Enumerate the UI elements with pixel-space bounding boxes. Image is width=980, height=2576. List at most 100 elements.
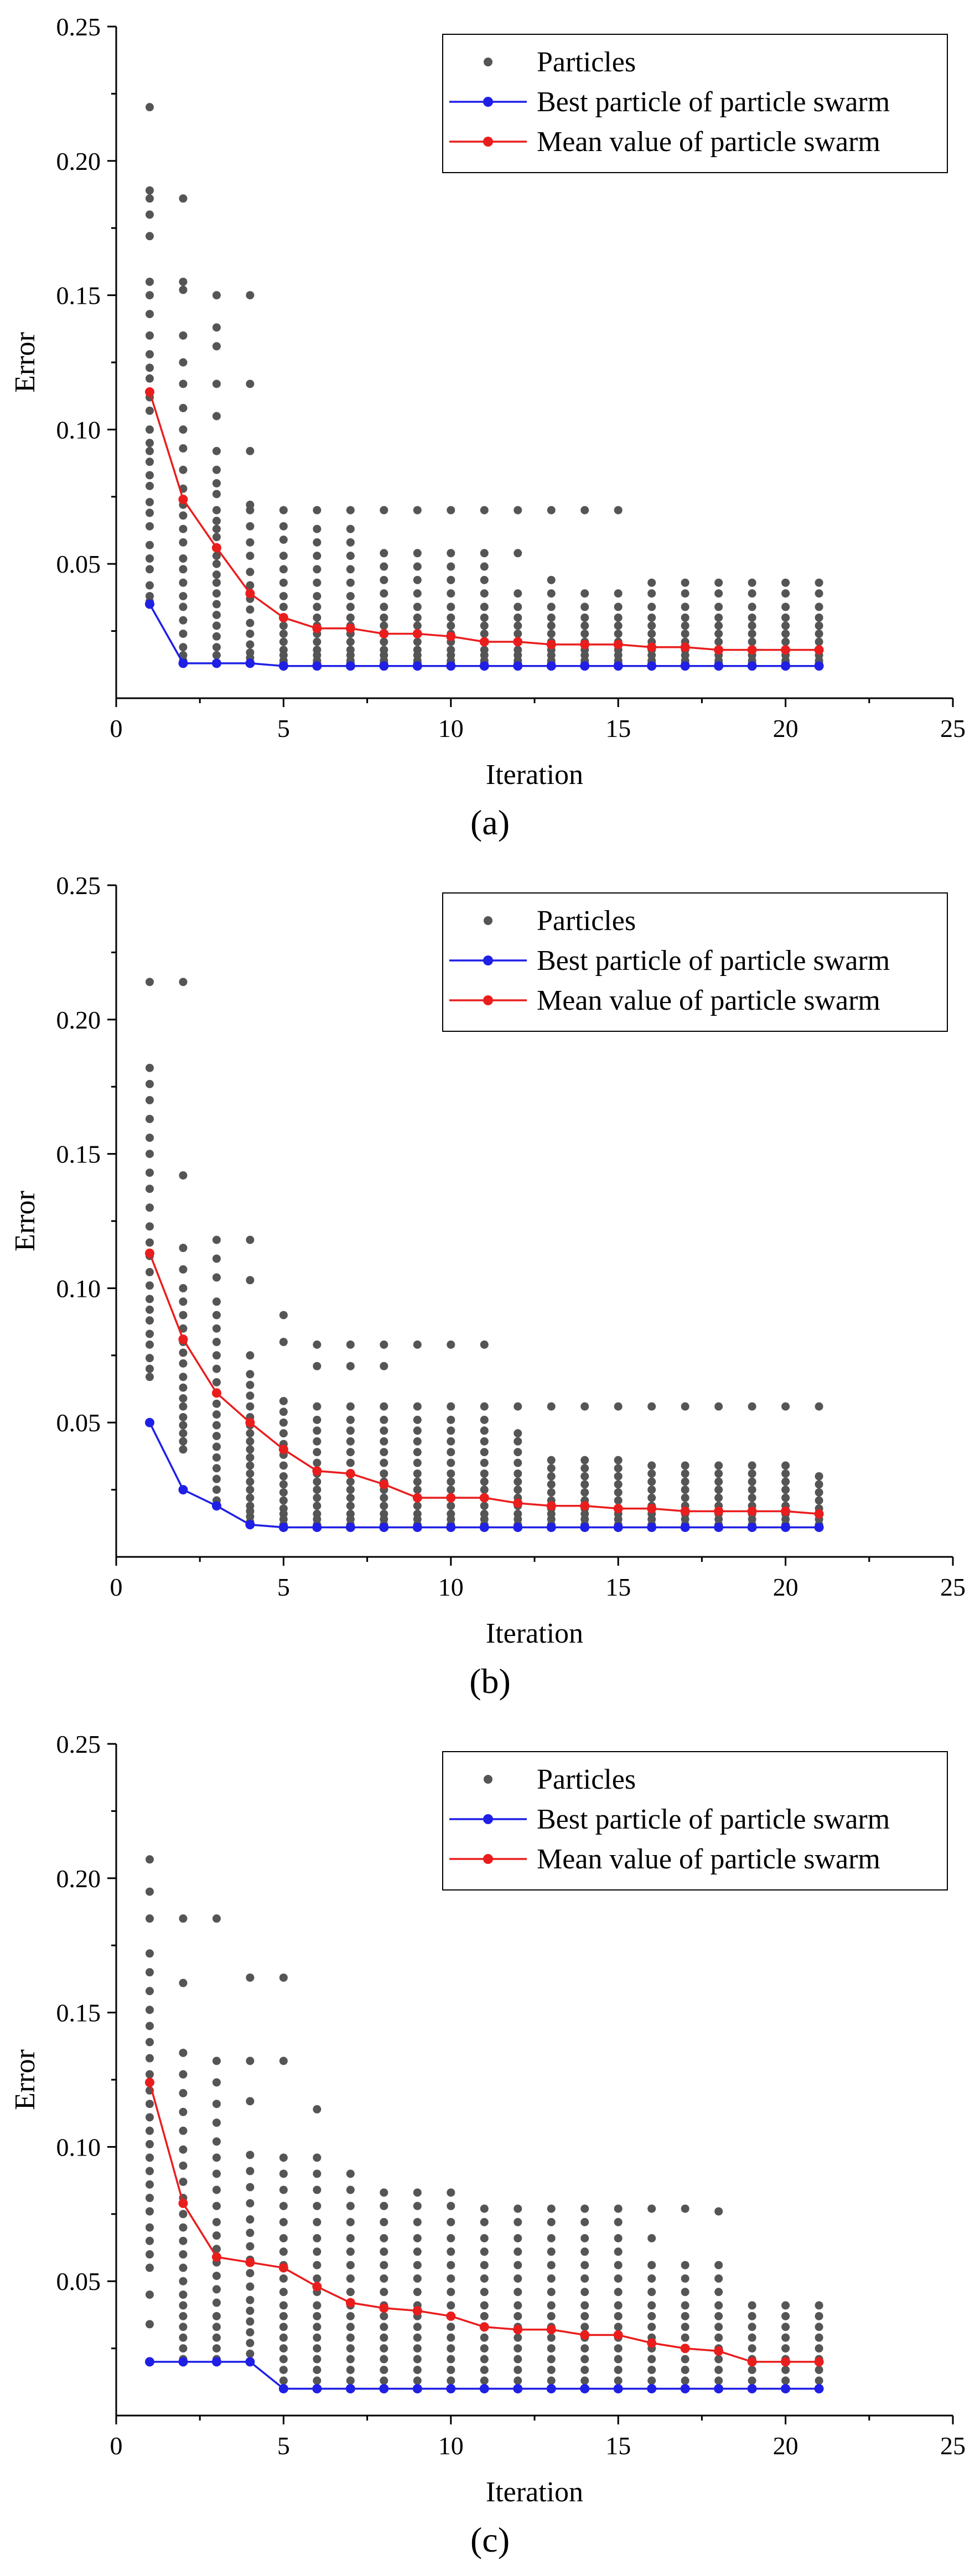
particle-point [647,2261,656,2269]
particle-point [346,2333,355,2342]
x-tick-label: 15 [605,2432,631,2460]
caption-b: (b) [0,1661,980,1702]
particle-point [514,2333,522,2342]
particle-point [179,554,188,563]
particle-point [815,1488,823,1497]
particle-point [681,1469,689,1478]
particle-point [313,1340,322,1349]
particle-point [179,1445,188,1454]
particle-point [179,1171,188,1180]
mean-series-point [245,2257,255,2267]
particle-point [380,1340,388,1349]
particle-point [748,603,756,611]
best-series-point [245,2357,255,2367]
particle-point [212,1914,221,1923]
particle-point [580,2261,589,2269]
particle-point [380,2333,388,2342]
particle-point [480,1402,489,1411]
particle-point [480,2261,489,2269]
particle-point [246,2056,255,2065]
particle-point [748,2376,756,2385]
particle-point [447,1448,455,1457]
best-series-point [680,1523,690,1533]
chart-a: 0 5 10 15 20 25 0.05 0.10 0.15 0.20 0.25 Iteration E… [9,13,966,791]
particle-point [380,1448,388,1457]
particle-point [413,2333,422,2342]
mean-series-point [781,2357,791,2367]
particle-point [413,1502,422,1510]
best-series-point [479,1523,489,1533]
particle-point [145,2207,154,2216]
x-tick-label: 25 [940,1573,966,1601]
particle-point [380,2323,388,2331]
best-series-point [747,2383,757,2393]
mean-series-point [546,640,556,650]
particle-point [179,425,188,434]
particle-point [514,613,522,622]
particle-point [413,2234,422,2243]
x-tick-label: 20 [773,1573,798,1601]
particle-point [313,2376,322,2385]
particle-point [246,446,255,455]
particle-point [815,621,823,630]
legend-mean-label: Mean value of particle swarm [537,1843,880,1875]
best-series-point [345,2383,355,2393]
particle-point [447,1340,455,1349]
particle-point [212,610,221,619]
particle-point [179,2333,188,2342]
particle-point [580,2288,589,2297]
particle-point [714,2323,723,2331]
particle-point [246,2349,255,2358]
particle-point [145,1987,154,1996]
mean-series-point [580,640,590,650]
particle-point [815,2333,823,2342]
particle-point [279,1496,288,1505]
mean-series-point [814,1509,824,1519]
particle-point [212,1399,221,1408]
particle-point [212,446,221,455]
particle-point [614,1456,623,1464]
particle-point [145,374,154,383]
particle-point [145,350,154,359]
x-tick-label: 10 [438,714,464,742]
legend-particles-marker [484,58,492,66]
particle-point [647,2376,656,2385]
particle-point [380,1437,388,1446]
particle-point [413,1340,422,1349]
particle-point [212,465,221,474]
particle-point [246,2295,255,2304]
particle-point [145,2290,154,2299]
mean-series-point [211,1388,221,1398]
particle-point [580,1464,589,1473]
particle-point [179,380,188,388]
particle-point [380,2274,388,2283]
particle-point [614,2323,623,2331]
particle-point [212,1486,221,1494]
particle-point [547,1472,556,1481]
particle-point [313,2105,322,2113]
particle-point [480,1437,489,1446]
x-tick-label: 0 [110,2432,123,2460]
particle-point [647,2234,656,2243]
best-series-point [714,661,724,671]
particle-point [480,1448,489,1457]
mean-series-point [814,2357,824,2367]
particle-point [212,1421,221,1430]
particle-point [145,331,154,340]
particle-point [179,2161,188,2170]
particle-point [212,1464,221,1473]
particle-point [179,591,188,600]
particle-point [714,1493,723,1502]
particle-point [480,549,489,558]
particle-point [212,559,221,568]
y-tick-label: 0.20 [56,147,101,175]
particle-point [781,1493,790,1502]
best-series-point [647,2383,657,2393]
particle-point [246,581,255,590]
particle-point [380,549,388,558]
particle-point [547,589,556,598]
particle-point [480,1469,489,1478]
particle-point [614,2376,623,2385]
particle-point [145,2194,154,2203]
particle-point [413,1402,422,1411]
